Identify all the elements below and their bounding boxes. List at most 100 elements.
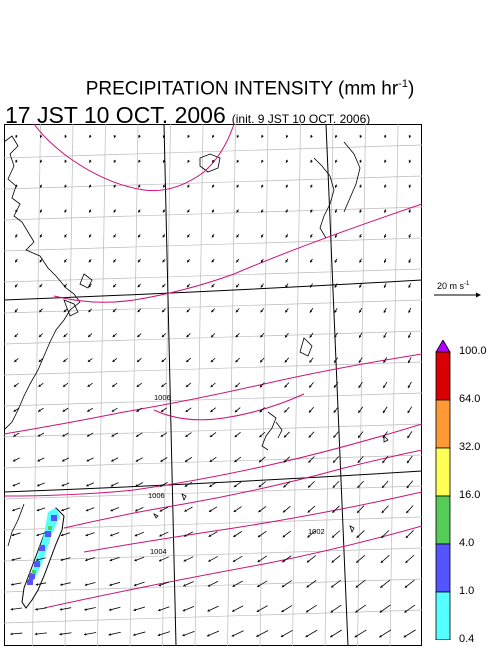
wind-vector-head — [382, 460, 385, 464]
wind-vector-head — [358, 360, 362, 363]
wind-vector-head — [13, 434, 16, 437]
wind-vector-head — [112, 309, 116, 313]
wind-vector-head — [309, 385, 312, 388]
wind-vector-head — [331, 560, 335, 563]
wind-vector-head — [157, 633, 161, 637]
wind-vector-shaft — [379, 629, 392, 638]
wind-vector-head — [379, 610, 383, 613]
wind-vector-head — [332, 485, 336, 488]
wind-vector-head — [209, 459, 213, 462]
wind-vector-head — [261, 234, 264, 238]
wind-vector-head — [309, 360, 312, 363]
wind-vector-head — [383, 360, 386, 363]
wind-vector-head — [331, 585, 334, 588]
wind-vector-head — [307, 510, 311, 513]
wind-vector-head — [59, 632, 62, 636]
wind-vector-head — [133, 608, 137, 612]
wind-vector-head — [383, 185, 387, 188]
wind-vector-head — [12, 459, 16, 462]
wind-vector-head — [136, 359, 140, 362]
wind-vector-head — [260, 359, 263, 363]
wind-vector-head — [210, 409, 213, 413]
isobar-line — [63, 449, 422, 529]
wind-vector-head — [281, 584, 285, 588]
grid-parallel — [4, 268, 422, 283]
chart-title: PRECIPITATION INTENSITY (mm hr-1) — [0, 78, 500, 100]
wind-vector-head — [280, 634, 284, 637]
wind-vector-head — [64, 209, 67, 213]
wind-vector-head — [88, 135, 92, 138]
valid-time-text: 17 JST 10 OCT. 2006 — [5, 102, 226, 128]
wind-vector-head — [110, 484, 114, 487]
wind-vector-head — [261, 160, 264, 163]
wind-vector-head — [135, 484, 139, 487]
wind-vector-head — [89, 160, 92, 163]
wind-vector-head — [63, 334, 67, 338]
wind-vector-head — [39, 234, 43, 238]
wind-vector-head — [113, 135, 117, 138]
colorbar-tick-label: 0.4 — [459, 633, 475, 645]
wind-vector-head — [355, 610, 358, 613]
reference-vector-label: 20 m s-1 — [437, 281, 469, 291]
wind-vector-head — [236, 209, 239, 213]
wind-vector-head — [110, 533, 113, 537]
grid-parallel — [4, 330, 422, 345]
wind-vector-head — [185, 459, 188, 462]
coastline — [7, 503, 25, 547]
wind-vector-head — [382, 435, 386, 438]
wind-vector-head — [407, 410, 411, 414]
wind-vector-head — [63, 359, 66, 362]
wind-vector-head — [112, 334, 116, 338]
wind-vector-head — [187, 259, 190, 263]
wind-vector-head — [208, 509, 212, 512]
wind-vector-head — [309, 335, 313, 338]
grid-meridian — [357, 124, 366, 646]
wind-vector-head — [137, 259, 141, 263]
wind-vector-head — [187, 135, 190, 138]
wind-vector-head — [86, 459, 90, 462]
wind-vector-head — [15, 135, 18, 138]
wind-vector-head — [211, 284, 214, 288]
wind-vector-head — [87, 409, 90, 412]
grid-parallel — [4, 578, 422, 593]
wind-vector-head — [62, 409, 66, 412]
wind-vector-head — [133, 583, 137, 587]
wind-vector-head — [285, 160, 289, 163]
wind-vector-head — [36, 558, 39, 561]
wind-vector-head — [285, 309, 288, 313]
colorbar-segment — [435, 447, 451, 497]
wind-vector-head — [211, 234, 215, 238]
wind-vector-head — [333, 410, 337, 413]
wind-vector-head — [334, 285, 338, 288]
isobar-line — [83, 491, 422, 553]
wind-vector-head — [161, 334, 165, 338]
colorbar-tick-label: 4.0 — [459, 537, 475, 549]
wind-vector-head — [15, 210, 18, 213]
wind-vector-head — [11, 583, 14, 586]
wind-vector-head — [308, 460, 311, 463]
wind-vector-head — [15, 259, 18, 263]
wind-vector-head — [257, 534, 261, 538]
wind-vector-head — [187, 160, 190, 163]
colorbar-tick-label: 16.0 — [459, 489, 481, 501]
wind-vector-head — [89, 209, 92, 213]
colorbar-tick-label: 1.0 — [459, 585, 475, 597]
wind-vector-head — [283, 459, 287, 463]
wind-vector-head — [310, 284, 313, 288]
wind-vector-head — [354, 634, 358, 638]
wind-vector-head — [113, 234, 116, 238]
wind-vector-head — [383, 310, 387, 313]
wind-vector-head — [159, 509, 163, 512]
wind-vector-head — [161, 409, 164, 412]
wind-vector-head — [39, 135, 43, 138]
wind-vector-head — [159, 534, 162, 537]
wind-vector-head — [309, 309, 313, 313]
wind-vector-head — [64, 234, 67, 238]
wind-vector-head — [88, 334, 91, 338]
wind-vector-head — [38, 384, 42, 387]
major-meridian — [325, 124, 349, 646]
wind-vector-head — [207, 634, 210, 637]
colorbar — [435, 340, 451, 640]
grid-meridian — [292, 124, 301, 646]
wind-vector-head — [187, 234, 190, 238]
